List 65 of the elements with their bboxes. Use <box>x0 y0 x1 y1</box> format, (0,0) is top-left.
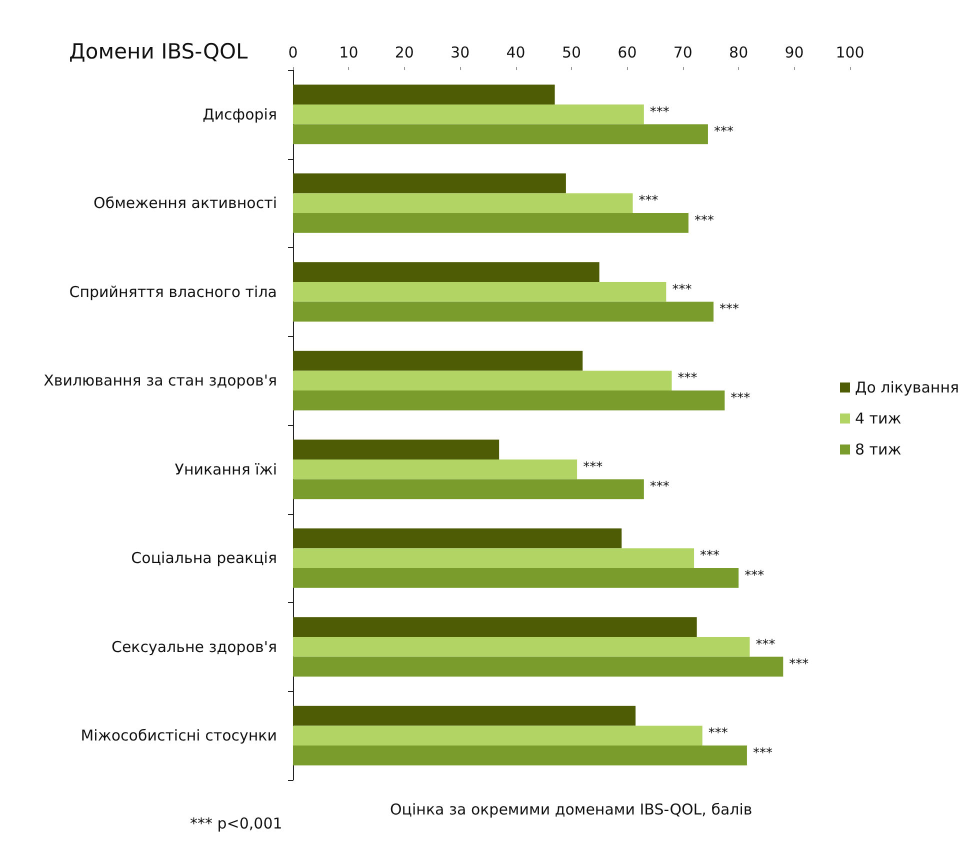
x-tick-label: 50 <box>562 44 582 62</box>
x-tick-label: 0 <box>288 44 298 62</box>
y-tick-label: Міжособистісні стосунки <box>80 726 277 745</box>
data-label: *** <box>730 390 751 406</box>
x-tick-label: 30 <box>450 44 470 62</box>
bar <box>293 213 688 233</box>
bar <box>293 568 739 588</box>
y-tick-label: Обмеження активності <box>94 194 277 212</box>
data-label: *** <box>708 726 728 742</box>
y-tick-label: Уникання їжі <box>174 460 277 478</box>
bar <box>293 370 672 391</box>
bar <box>293 104 644 124</box>
bar <box>293 282 666 302</box>
data-label: *** <box>714 124 734 140</box>
bar <box>293 459 578 480</box>
x-tick-label: 20 <box>394 44 414 62</box>
data-label: *** <box>744 568 765 584</box>
bar <box>293 84 555 104</box>
bar <box>293 390 725 410</box>
x-tick-label: 80 <box>729 44 748 62</box>
y-tick-label: Хвилювання за стан здоров'я <box>44 372 277 390</box>
data-label: *** <box>583 460 604 475</box>
y-tick-label: Сприйняття власного тіла <box>69 282 277 301</box>
data-label: *** <box>694 213 714 228</box>
legend-label: До лікування <box>855 378 960 396</box>
bar <box>293 193 633 214</box>
bar <box>293 479 644 500</box>
x-tick-label: 100 <box>836 44 864 62</box>
bar <box>293 262 600 282</box>
y-tick-label: Соціальна реакція <box>131 549 277 568</box>
legend-label: 8 тиж <box>855 440 902 458</box>
bar <box>293 706 636 726</box>
bar <box>293 726 702 746</box>
bar <box>293 124 708 144</box>
data-label: *** <box>752 746 773 761</box>
y-tick-label: Сексуальне здоров'я <box>111 638 277 656</box>
bar <box>293 636 750 657</box>
data-label: *** <box>720 302 740 318</box>
bar <box>293 656 784 677</box>
bar <box>293 350 583 371</box>
data-label: *** <box>700 548 720 564</box>
bar <box>293 302 714 322</box>
bar <box>293 548 694 568</box>
data-label: *** <box>650 104 670 120</box>
data-label: *** <box>756 637 776 652</box>
x-tick-label: 60 <box>618 44 637 62</box>
bar <box>293 528 622 548</box>
bar <box>293 440 500 460</box>
data-label: *** <box>672 282 692 298</box>
x-axis-title: Оцінка за окремими доменами IBS-QOL, балів <box>390 800 752 818</box>
data-label: *** <box>638 194 659 209</box>
bar <box>293 173 566 194</box>
x-tick-label: 70 <box>673 44 692 62</box>
bar <box>293 617 697 637</box>
text: *** p<0,001 <box>190 814 282 832</box>
bar <box>293 746 747 766</box>
y-tick-label: Дисфорія <box>202 105 277 124</box>
data-label: *** <box>650 480 670 495</box>
data-label: *** <box>789 657 810 672</box>
legend-label: 4 тиж <box>855 410 902 428</box>
x-tick-label: 10 <box>339 44 358 62</box>
chart-title: Домени IBS-QOL <box>69 40 248 64</box>
x-tick-label: 90 <box>784 44 804 62</box>
data-label: *** <box>678 371 698 386</box>
x-tick-label: 40 <box>506 44 526 62</box>
